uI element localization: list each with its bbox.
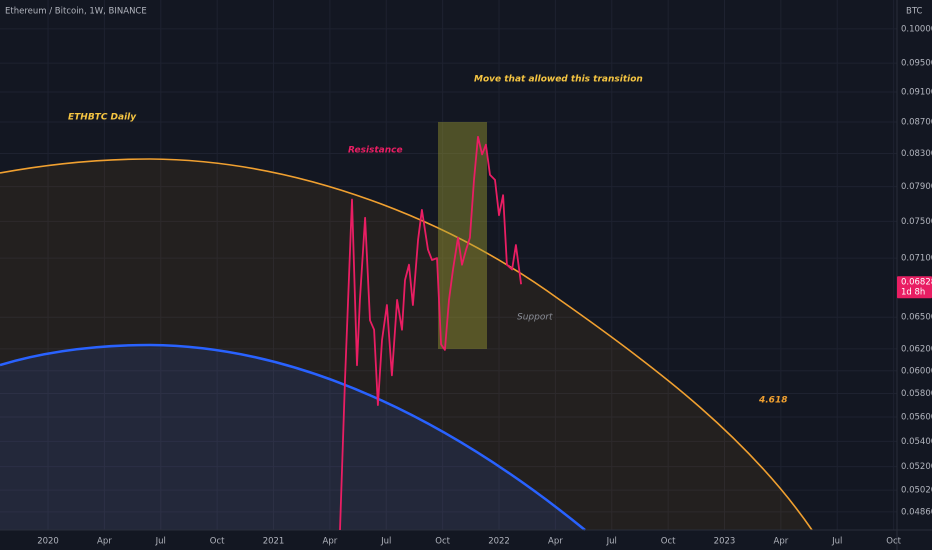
annotation: Move that allowed this transition [474,75,643,85]
x-tick-label: Oct [210,537,225,547]
fib-arc-inner [0,343,586,531]
x-tick-label: Jul [380,537,391,547]
x-tick-label: Apr [548,537,563,547]
annotation: ETHBTC Daily [68,113,137,123]
y-tick-label: 0.075000 [901,217,932,227]
x-tick-label: Jul [831,537,842,547]
annotation: Support [517,313,553,323]
y-tick-label: 0.083000 [901,149,932,159]
y-tick-label: 0.100000 [901,24,932,34]
x-tick-label: 2022 [488,537,510,547]
y-tick-label: 0.062000 [901,344,932,354]
annotation: Resistance [348,146,403,156]
y-tick-label: 0.050200 [901,486,932,496]
y-tick-label: 0.079000 [901,182,932,192]
x-tick-label: Jul [606,537,617,547]
fib-arc-zone [0,159,812,530]
x-tick-label: Apr [323,537,338,547]
y-tick-label: 0.091000 [901,87,932,97]
last-price-badge [897,276,932,299]
x-tick-label: Oct [435,537,450,547]
x-tick-label: Apr [97,537,112,547]
chart-title: Ethereum / Bitcoin, 1W, BINANCE [5,7,147,17]
x-tick-label: 2020 [37,537,59,547]
fib-arc [0,158,813,531]
y-tick-label: 0.065000 [901,313,932,323]
highlight-box [438,122,487,349]
x-tick-label: Apr [774,537,789,547]
y-tick-label: 0.060000 [901,366,932,376]
y-tick-label: 0.071000 [901,254,932,264]
fib-arc-inner-zone [0,345,585,530]
y-tick-label: 0.052000 [901,462,932,472]
x-tick-label: 2021 [263,537,285,547]
annotation: 4.618 [758,396,787,406]
last-price-label: 0.068280 [901,278,932,288]
countdown-label: 1d 8h [901,288,925,298]
y-tick-label: 0.095000 [901,59,932,69]
grid [0,0,897,530]
x-tick-label: Oct [886,537,901,547]
x-tick-label: 2023 [714,537,736,547]
y-tick-label: 0.087000 [901,118,932,128]
y-tick-label: 0.048600 [901,507,932,517]
y-axis-label: BTC [906,7,923,17]
y-tick-label: 0.058000 [901,389,932,399]
price-line [339,135,522,531]
x-tick-label: Oct [661,537,676,547]
y-tick-label: 0.054000 [901,437,932,447]
x-tick-label: Jul [155,537,166,547]
y-tick-label: 0.056000 [901,412,932,422]
